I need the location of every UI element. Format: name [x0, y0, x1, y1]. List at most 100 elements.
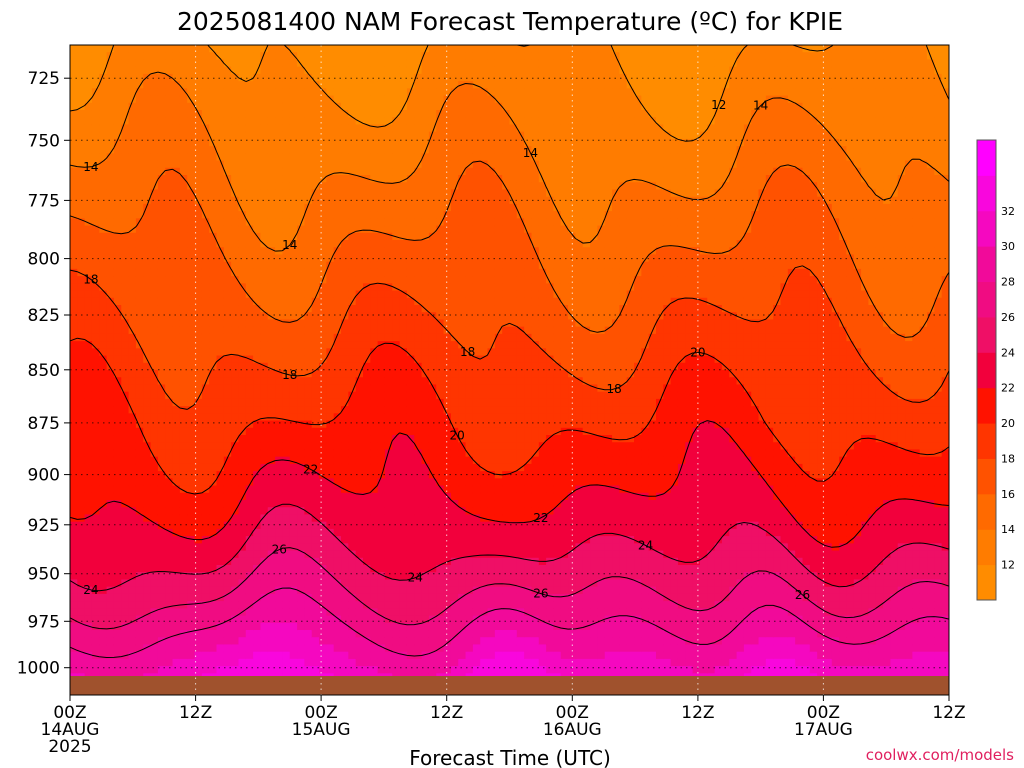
temperature-cell — [99, 565, 108, 573]
temperature-cell — [363, 500, 371, 508]
temperature-cell — [333, 319, 342, 328]
temperature-cell — [443, 370, 452, 378]
temperature-cell — [121, 348, 130, 357]
temperature-cell — [238, 514, 247, 523]
temperature-cell — [157, 666, 166, 674]
temperature-cell — [341, 362, 349, 371]
temperature-cell — [150, 615, 159, 624]
temperature-cell — [128, 196, 137, 205]
temperature-cell — [392, 355, 401, 364]
temperature-cell — [245, 601, 254, 609]
temperature-cell — [370, 189, 379, 198]
temperature-cell — [84, 579, 93, 588]
temperature-cell — [355, 167, 364, 176]
temperature-cell — [113, 348, 122, 357]
temperature-cell — [121, 182, 130, 191]
temperature-cell — [465, 102, 474, 111]
temperature-cell — [194, 312, 203, 321]
temperature-cell — [194, 290, 203, 299]
temperature-cell — [135, 543, 144, 552]
temperature-cell — [458, 160, 467, 169]
temperature-cell — [326, 117, 335, 126]
temperature-cell — [245, 283, 254, 292]
temperature-cell — [399, 449, 408, 458]
temperature-cell — [406, 167, 415, 176]
temperature-cell — [201, 182, 210, 191]
temperature-cell — [201, 297, 210, 306]
temperature-cell — [333, 521, 342, 530]
temperature-cell — [472, 268, 481, 277]
temperature-cell — [165, 326, 174, 335]
temperature-cell — [194, 528, 203, 537]
temperature-cell — [289, 131, 298, 140]
temperature-cell — [128, 391, 137, 400]
temperature-cell — [392, 153, 401, 162]
temperature-cell — [289, 240, 298, 248]
temperature-cell — [70, 52, 78, 61]
temperature-cell — [267, 203, 276, 212]
temperature-cell — [377, 305, 386, 313]
temperature-cell — [392, 45, 401, 53]
temperature-cell — [458, 189, 467, 198]
temperature-cell — [223, 131, 232, 140]
temperature-cell — [450, 601, 459, 609]
temperature-cell — [238, 666, 247, 674]
temperature-cell — [84, 59, 93, 68]
temperature-cell — [267, 283, 276, 292]
temperature-cell — [370, 167, 379, 176]
temperature-cell — [106, 297, 115, 306]
temperature-cell — [450, 521, 459, 530]
temperature-cell — [304, 630, 313, 638]
temperature-cell — [128, 290, 137, 299]
temperature-cell — [91, 160, 100, 169]
temperature-cell — [187, 622, 196, 631]
temperature-cell — [231, 557, 240, 566]
temperature-cell — [209, 601, 218, 609]
temperature-cell — [406, 225, 415, 234]
temperature-cell — [341, 449, 349, 458]
temperature-cell — [465, 305, 474, 313]
temperature-cell — [355, 131, 364, 140]
temperature-cell — [406, 254, 415, 263]
temperature-cell — [135, 160, 144, 169]
temperature-cell — [384, 485, 393, 494]
temperature-cell — [216, 658, 225, 667]
temperature-cell — [231, 348, 240, 357]
temperature-cell — [370, 232, 379, 241]
temperature-cell — [194, 615, 203, 624]
temperature-cell — [363, 59, 371, 68]
temperature-cell — [465, 117, 474, 126]
temperature-cell — [465, 615, 474, 624]
temperature-cell — [297, 644, 305, 653]
temperature-cell — [201, 492, 210, 501]
temperature-cell — [384, 319, 393, 328]
temperature-cell — [472, 124, 481, 133]
temperature-cell — [275, 644, 284, 653]
temperature-cell — [231, 341, 240, 349]
temperature-cell — [113, 175, 122, 183]
temperature-cell — [384, 52, 393, 61]
temperature-cell — [194, 182, 203, 191]
temperature-cell — [157, 276, 166, 284]
temperature-cell — [319, 601, 327, 609]
temperature-cell — [91, 276, 100, 284]
temperature-cell — [326, 73, 335, 82]
temperature-cell — [70, 138, 78, 147]
temperature-cell — [267, 666, 276, 674]
temperature-cell — [91, 370, 100, 378]
temperature-cell — [319, 268, 327, 277]
temperature-cell — [201, 312, 210, 321]
temperature-cell — [99, 297, 108, 306]
temperature-cell — [77, 586, 86, 595]
temperature-cell — [392, 557, 401, 566]
temperature-cell — [355, 73, 364, 82]
temperature-cell — [428, 485, 437, 494]
temperature-cell — [326, 196, 335, 205]
temperature-cell — [436, 442, 445, 451]
temperature-cell — [363, 572, 371, 581]
temperature-cell — [472, 117, 481, 126]
temperature-cell — [399, 95, 408, 104]
temperature-cell — [289, 182, 298, 191]
temperature-cell — [399, 138, 408, 147]
temperature-cell — [377, 572, 386, 581]
